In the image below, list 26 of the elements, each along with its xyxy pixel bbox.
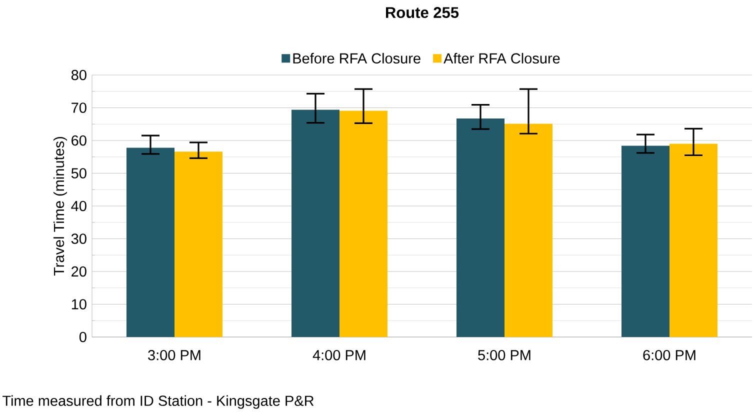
y-tick-label: 50 — [71, 168, 86, 178]
legend-label: Before RFA Closure — [293, 52, 420, 64]
x-tick-label: 3:00 PM — [148, 350, 200, 360]
y-tick-label: 0 — [79, 332, 86, 342]
y-tick-label: 10 — [72, 299, 86, 310]
y-tick-label: 30 — [71, 234, 86, 244]
bar — [670, 144, 718, 337]
x-tick-label: 4:00 PM — [312, 350, 366, 360]
y-tick-label: 60 — [72, 135, 86, 146]
bar — [292, 110, 340, 337]
y-tick-label: 20 — [72, 266, 86, 277]
bar — [340, 110, 388, 337]
y-tick-label: 40 — [71, 200, 86, 212]
legend-label: After RFA Closure — [444, 52, 560, 64]
bar — [622, 146, 670, 337]
x-axis-title: Time measured from ID Station - Kingsgate P&R — [2, 395, 314, 409]
y-tick-label: 70 — [72, 102, 86, 113]
bar — [174, 152, 223, 337]
x-tick-label: 5:00 PM — [478, 350, 530, 360]
bar — [456, 118, 505, 337]
chart-title: Route 255 — [386, 7, 459, 18]
bar — [504, 124, 553, 337]
bar — [126, 148, 174, 337]
x-tick-label: 6:00 PM — [643, 350, 696, 360]
y-tick-label: 80 — [71, 70, 86, 80]
y-axis-title: Travel Time (minutes) — [53, 136, 67, 276]
